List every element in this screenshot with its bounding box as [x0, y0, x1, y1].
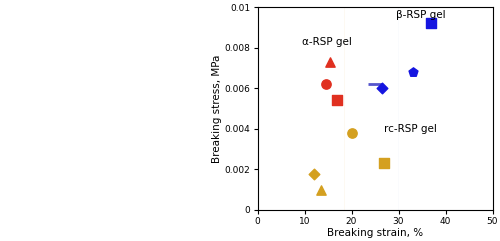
Point — [408, 70, 416, 74]
Text: rc-RSP gel: rc-RSP gel — [384, 124, 438, 134]
Text: β-RSP gel: β-RSP gel — [396, 10, 446, 20]
Point — [310, 172, 318, 176]
Point — [317, 188, 325, 192]
Point — [428, 21, 436, 25]
Point — [326, 60, 334, 64]
Point — [322, 82, 330, 86]
Ellipse shape — [310, 0, 380, 241]
Point — [371, 82, 379, 86]
Y-axis label: Breaking stress, MPa: Breaking stress, MPa — [212, 54, 222, 163]
Point — [348, 131, 356, 135]
Ellipse shape — [306, 0, 382, 241]
X-axis label: Breaking strain, %: Breaking strain, % — [327, 228, 423, 238]
Point — [380, 161, 388, 165]
Point — [334, 98, 342, 102]
Text: α-RSP gel: α-RSP gel — [302, 37, 352, 47]
Point — [378, 86, 386, 90]
Ellipse shape — [357, 0, 440, 241]
